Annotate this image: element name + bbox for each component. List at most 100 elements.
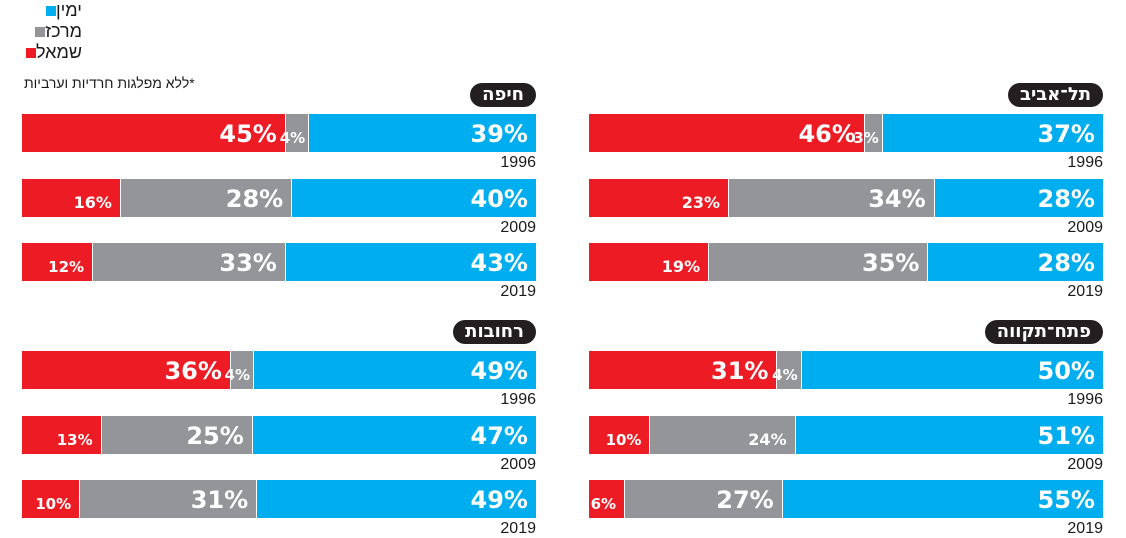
data-label-center: 31%: [190, 486, 249, 514]
stacked-bar: 19% 35% 28%: [589, 243, 1103, 281]
data-label-center: 35%: [862, 249, 920, 277]
bar-segment-center: 34%: [728, 178, 934, 217]
bar-segment-center: 28%: [119, 178, 292, 217]
bar-segment-right: 49%: [256, 480, 536, 518]
bar-segment-left: 16%: [22, 178, 120, 217]
legend-swatch-left: [26, 47, 36, 58]
data-label-right: 37%: [1037, 120, 1095, 148]
stacked-bar: 31% 4% 50%: [589, 351, 1103, 389]
data-label-right: 51%: [1037, 421, 1095, 450]
data-label-left: 13%: [56, 430, 93, 449]
legend-item-center: מרכז: [22, 21, 82, 42]
year-label: 1996: [500, 154, 536, 171]
data-label-center: 4%: [772, 366, 798, 384]
data-label-center: 24%: [748, 429, 787, 449]
stacked-bar: 23% 34% 28%: [589, 178, 1103, 217]
data-label-left: 16%: [73, 192, 112, 212]
bar-segment-center: 33%: [92, 243, 285, 281]
bar-segment-right: 28%: [927, 243, 1103, 281]
data-label-right: 39%: [470, 120, 528, 148]
year-label: 2019: [500, 520, 536, 537]
bar-segment-center: 4%: [225, 351, 253, 389]
data-label-left: 12%: [48, 258, 85, 276]
data-label-left: 23%: [681, 192, 721, 212]
legend: ימין מרכז שמאל: [22, 0, 82, 63]
stacked-bar: 10% 31% 49%: [22, 480, 536, 518]
bar-segment-right: 51%: [794, 415, 1103, 454]
bar-segment-left: 6%: [589, 480, 625, 518]
data-label-center: 4%: [279, 129, 306, 147]
stacked-bar: 13% 25% 47%: [22, 415, 536, 454]
bar-segment-right: 47%: [251, 415, 536, 454]
bar-segment-right: 49%: [253, 351, 536, 389]
data-label-center: 27%: [716, 486, 774, 514]
legend-item-left: שמאל: [22, 42, 82, 63]
stacked-bar: 12% 33% 43%: [22, 243, 536, 281]
data-label-left: 36%: [164, 357, 222, 385]
panel-0: חיפה 45% 4% 39% 1996 16% 28% 40% 2009 12% 33% 43% 20…: [22, 83, 536, 300]
data-label-right: 55%: [1037, 486, 1095, 514]
stacked-bar: 46% 3% 37%: [589, 114, 1103, 152]
city-title: רחובות: [453, 320, 536, 344]
data-label-right: 28%: [1037, 249, 1095, 277]
data-label-right: 49%: [470, 357, 528, 385]
bar-segment-right: 55%: [781, 480, 1103, 518]
bar-segment-left: 45%: [22, 114, 285, 152]
panel-1: תל־אביב 46% 3% 37% 1996 23% 34% 28% 2009 19% 35% 28…: [589, 83, 1103, 300]
data-label-left: 6%: [590, 495, 617, 513]
bar-segment-right: 28%: [933, 178, 1103, 217]
data-label-center: 34%: [868, 184, 926, 213]
year-label: 2009: [500, 455, 536, 473]
bar-segment-left: 19%: [589, 243, 709, 281]
bar-segment-left: 12%: [22, 243, 93, 281]
legend-label-right: ימין: [55, 0, 82, 20]
year-label: 2019: [1067, 283, 1103, 300]
data-label-left: 19%: [661, 257, 701, 276]
bar-segment-center: 35%: [708, 243, 928, 281]
legend-item-right: ימין: [22, 0, 82, 21]
data-label-left: 10%: [605, 430, 642, 449]
legend-label-center: מרכז: [45, 21, 82, 41]
stacked-bar: 45% 4% 39%: [22, 114, 536, 152]
bar-segment-left: 10%: [589, 415, 650, 454]
data-label-right: 28%: [1037, 184, 1095, 213]
data-label-center: 25%: [186, 421, 244, 450]
data-label-right: 50%: [1037, 357, 1095, 385]
bar-segment-center: 25%: [100, 415, 252, 454]
data-label-center: 33%: [219, 249, 277, 277]
year-label: 1996: [1067, 391, 1103, 408]
legend-label-left: שמאל: [36, 42, 82, 62]
year-label: 1996: [1067, 154, 1103, 171]
stacked-bar: 16% 28% 40%: [22, 178, 536, 217]
year-label: 2009: [1067, 455, 1103, 473]
bar-segment-left: 10%: [22, 480, 80, 518]
stacked-bar: 10% 24% 51%: [589, 415, 1103, 454]
data-label-center: 28%: [225, 184, 284, 213]
year-label: 2019: [500, 283, 536, 300]
bar-segment-right: 43%: [284, 243, 536, 281]
city-title: חיפה: [470, 83, 536, 107]
data-label-right: 40%: [470, 184, 528, 213]
bar-segment-center: 4%: [280, 114, 309, 152]
stacked-bar: 36% 4% 49%: [22, 351, 536, 389]
bar-segment-right: 50%: [800, 351, 1103, 389]
bar-segment-center: 4%: [772, 351, 801, 389]
bar-segment-right: 39%: [308, 114, 536, 152]
data-label-right: 43%: [470, 249, 528, 277]
data-label-center: 4%: [224, 366, 250, 384]
bar-segment-center: 27%: [624, 480, 782, 518]
data-label-left: 10%: [35, 495, 72, 513]
panel-2: רחובות 36% 4% 49% 1996 13% 25% 47% 2009 10% 31% 49%…: [22, 320, 536, 537]
year-label: 2009: [500, 218, 536, 236]
year-label: 2009: [1067, 218, 1103, 236]
bar-segment-left: 36%: [22, 351, 230, 389]
city-title: תל־אביב: [1007, 83, 1103, 107]
legend-swatch-center: [35, 26, 46, 37]
data-label-left: 45%: [219, 120, 277, 148]
data-label-right: 47%: [470, 421, 528, 450]
panel-3: פתח־תקווה 31% 4% 50% 1996 10% 24% 51% 2009 6% 27% 5…: [589, 320, 1103, 537]
bar-segment-right: 40%: [291, 178, 536, 217]
bar-segment-center: 3%: [853, 114, 882, 152]
year-label: 1996: [500, 391, 536, 408]
footnote: *ללא מפלגות חרדיות וערביות: [24, 75, 195, 91]
